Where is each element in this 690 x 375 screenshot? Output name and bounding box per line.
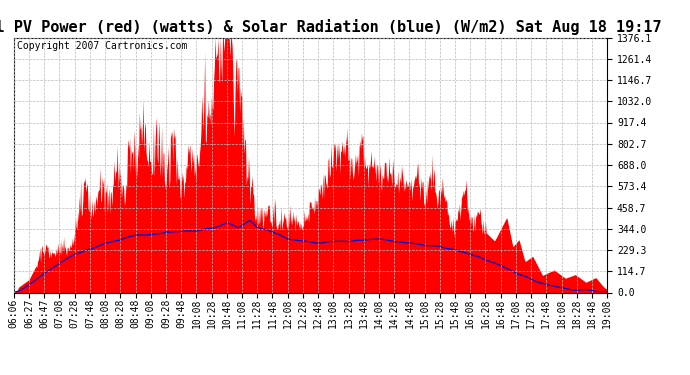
Title: Total PV Power (red) (watts) & Solar Radiation (blue) (W/m2) Sat Aug 18 19:17: Total PV Power (red) (watts) & Solar Rad…: [0, 19, 662, 35]
Text: Copyright 2007 Cartronics.com: Copyright 2007 Cartronics.com: [17, 41, 187, 51]
